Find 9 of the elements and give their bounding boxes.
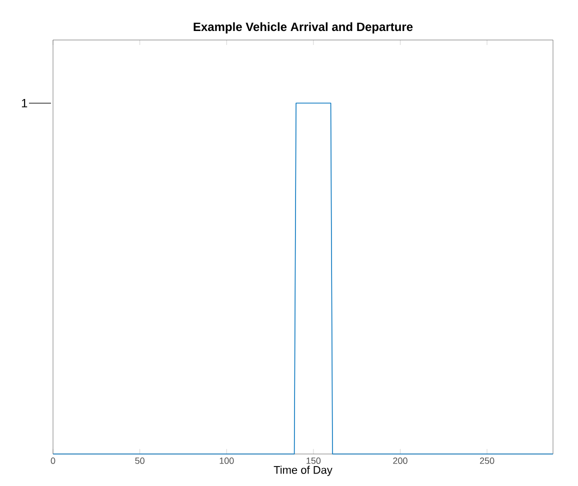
x-tick-label: 0 — [50, 458, 56, 464]
x-tick-label: 150 — [306, 458, 321, 464]
x-tick-label: 100 — [220, 458, 234, 464]
text: 1 — [22, 99, 28, 108]
x-tick-label: 250 — [480, 458, 494, 464]
x-tick-label: 50 — [135, 458, 144, 464]
x-axis-title: Time of Day — [274, 466, 332, 476]
chart-title: Example Vehicle Arrival and Departure — [194, 22, 413, 34]
x-tick-label: 200 — [393, 458, 408, 464]
